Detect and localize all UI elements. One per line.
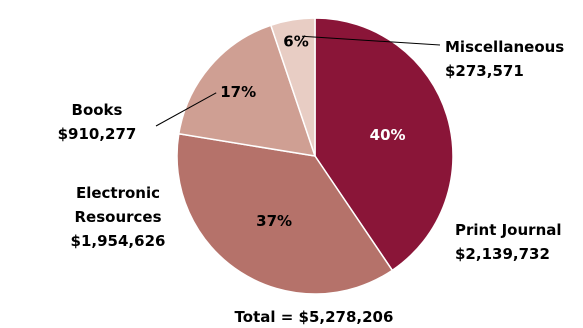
slice-books (177, 24, 317, 157)
amount-label-miscellaneous: $273,571 (445, 62, 524, 80)
slice-electronic-resources (176, 132, 394, 295)
amount-label-print-journal: $2,139,732 (455, 245, 550, 263)
percent-label-print-journal: 40% (370, 126, 406, 144)
percent-label-miscellaneous: 6% (283, 32, 308, 50)
category-label-print-journal: Print Journal (455, 221, 562, 239)
slice-miscellaneous (269, 17, 316, 157)
category-label-miscellaneous: Miscellaneous (445, 38, 564, 56)
slice-print-journal (314, 17, 454, 272)
percent-label-books: 17% (220, 83, 256, 101)
category-label-books: Books (72, 101, 123, 119)
amount-label-books: $910,277 (58, 125, 137, 143)
leader-lines (155, 35, 441, 127)
leader-line-books (155, 92, 217, 127)
category-label-electronic-resources: Resources (74, 208, 161, 226)
pie-slices (176, 17, 454, 295)
percent-label-electronic-resources: 37% (256, 212, 292, 230)
category-label-electronic-resources: Electronic (76, 184, 160, 202)
amount-label-electronic-resources: $1,954,626 (71, 232, 166, 250)
leader-line-miscellaneous (301, 35, 441, 46)
slice-labels: 40% Print Journal $2,139,732 37% Electronic R… (58, 32, 565, 263)
total-label: Total = $5,278,206 (235, 308, 394, 326)
